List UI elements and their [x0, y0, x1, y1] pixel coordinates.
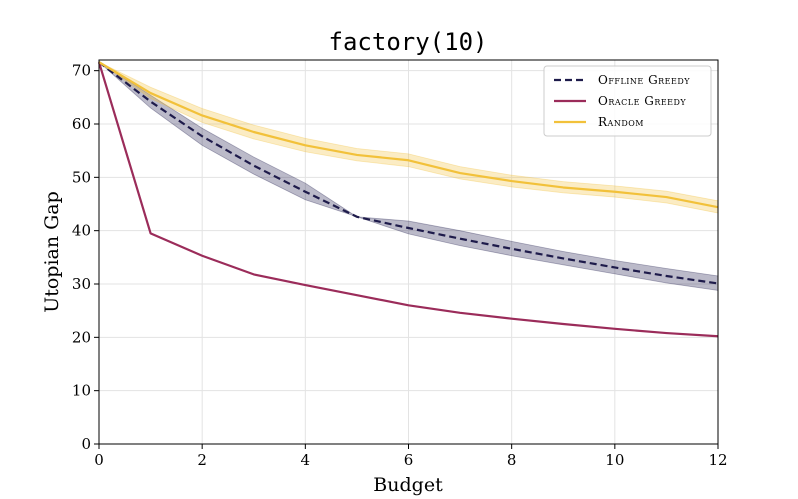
x-axis-ticks: 0 2 4 6 8 10 12 [94, 444, 728, 469]
y-axis-label: Utopian Gap [41, 191, 63, 313]
x-tick-label: 12 [708, 451, 727, 469]
y-tick-label: 60 [72, 115, 91, 133]
y-axis-ticks: 0 10 20 30 40 50 60 70 [72, 62, 99, 453]
offline-greedy-line [98, 61, 719, 285]
random-line [98, 61, 719, 209]
chart-title: factory(10) [329, 28, 488, 56]
chart-title-main: factory [329, 28, 430, 56]
legend-label-oracle-greedy: Oracle Greedy [598, 94, 686, 108]
x-tick-label: 0 [94, 451, 104, 469]
y-tick-label: 50 [72, 168, 91, 186]
x-tick-label: 4 [301, 451, 311, 469]
legend: Offline Greedy Oracle Greedy Random [543, 65, 712, 137]
legend-label-offline-greedy: Offline Greedy [598, 73, 690, 87]
x-tick-label: 10 [605, 451, 624, 469]
y-tick-label: 40 [72, 222, 91, 240]
y-tick-label: 10 [72, 382, 91, 400]
oracle-greedy-line [97, 61, 719, 338]
x-tick-label: 2 [197, 451, 207, 469]
x-tick-label: 6 [404, 451, 414, 469]
y-tick-label: 20 [72, 328, 91, 346]
y-tick-label: 0 [81, 435, 91, 453]
series-lines [97, 61, 719, 338]
chart-title-arg: (10) [430, 28, 488, 56]
x-tick-label: 8 [507, 451, 517, 469]
y-tick-label: 70 [72, 62, 91, 80]
legend-box [543, 65, 712, 137]
y-tick-label: 30 [72, 275, 91, 293]
x-axis-label: Budget [373, 474, 443, 496]
legend-label-random: Random [598, 115, 644, 129]
